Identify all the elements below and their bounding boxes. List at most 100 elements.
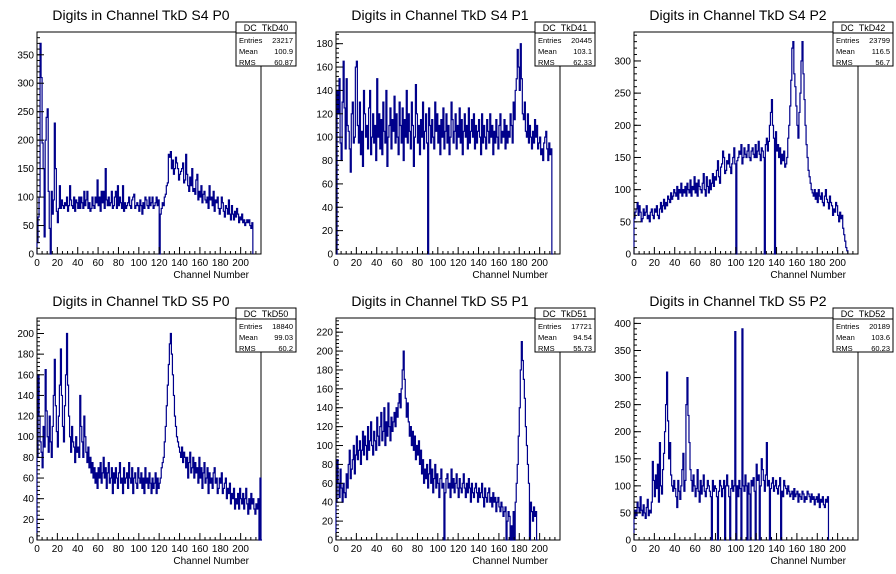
x-tick-label: 0 bbox=[34, 544, 40, 555]
stats-label: Mean bbox=[538, 47, 557, 56]
x-tick-label: 140 bbox=[768, 258, 785, 269]
stats-label: Mean bbox=[239, 333, 258, 342]
stats-label: RMS bbox=[538, 58, 555, 67]
stats-value: 62.33 bbox=[573, 58, 592, 67]
histogram-panel: Digits in Channel TkD S5 P2 0 20 40 60 80 100 1… bbox=[614, 293, 894, 567]
y-tick-label: 80 bbox=[322, 460, 334, 471]
x-tick-label: 60 bbox=[392, 258, 404, 269]
stats-name: DC_TkD41 bbox=[543, 23, 588, 33]
x-tick-label: 60 bbox=[690, 544, 702, 555]
stats-label: RMS bbox=[239, 344, 256, 353]
y-tick-label: 250 bbox=[17, 107, 34, 118]
y-tick-label: 20 bbox=[322, 517, 334, 528]
x-tick-label: 20 bbox=[351, 258, 363, 269]
x-tick-label: 140 bbox=[470, 258, 487, 269]
x-tick-label: 180 bbox=[511, 544, 528, 555]
stats-value: 20189 bbox=[869, 322, 890, 331]
stats-label: Mean bbox=[538, 333, 557, 342]
y-tick-label: 50 bbox=[23, 221, 35, 232]
x-tick-label: 160 bbox=[491, 544, 508, 555]
x-tick-label: 120 bbox=[151, 258, 168, 269]
plot-frame bbox=[36, 317, 262, 541]
y-tick-label: 120 bbox=[17, 412, 34, 423]
x-tick-label: 40 bbox=[371, 258, 383, 269]
stats-value: 20445 bbox=[571, 36, 592, 45]
x-tick-label: 120 bbox=[151, 544, 168, 555]
y-tick-label: 0 bbox=[327, 250, 333, 261]
histogram-series bbox=[335, 341, 538, 541]
x-tick-label: 160 bbox=[192, 544, 209, 555]
stats-box-frame bbox=[832, 21, 894, 67]
y-tick-label: 100 bbox=[17, 432, 34, 443]
x-tick-label: 180 bbox=[809, 544, 826, 555]
x-tick-label: 0 bbox=[631, 258, 637, 269]
x-axis-label: Channel Number bbox=[472, 270, 548, 281]
y-tick-label: 100 bbox=[17, 193, 34, 204]
x-tick-label: 180 bbox=[511, 258, 528, 269]
stats-value: 99.03 bbox=[274, 333, 293, 342]
x-tick-label: 200 bbox=[232, 544, 249, 555]
plot-frame bbox=[633, 31, 859, 255]
y-tick-label: 140 bbox=[316, 86, 333, 97]
x-tick-label: 40 bbox=[669, 544, 681, 555]
stats-name: DC_TkD40 bbox=[244, 23, 289, 33]
x-tick-label: 120 bbox=[748, 258, 765, 269]
y-tick-label: 150 bbox=[614, 153, 631, 164]
stats-box: DC_TkD50 Entries 18840 Mean 99.03 RMS 60.2 bbox=[235, 307, 297, 353]
x-axis-label: Channel Number bbox=[770, 556, 846, 567]
x-tick-label: 140 bbox=[768, 544, 785, 555]
x-tick-label: 20 bbox=[52, 544, 64, 555]
x-axis-label: Channel Number bbox=[173, 270, 249, 281]
stats-name: DC_TkD50 bbox=[244, 309, 289, 319]
x-tick-label: 20 bbox=[52, 258, 64, 269]
y-tick-label: 100 bbox=[316, 441, 333, 452]
stats-label: Entries bbox=[836, 322, 860, 331]
y-tick-label: 100 bbox=[614, 481, 631, 492]
stats-value: 60.2 bbox=[278, 344, 293, 353]
x-tick-label: 20 bbox=[649, 544, 661, 555]
stats-box-frame bbox=[235, 307, 297, 353]
x-tick-label: 140 bbox=[470, 544, 487, 555]
chart-title: Digits in Channel TkD S4 P2 bbox=[649, 7, 826, 23]
x-tick-label: 160 bbox=[789, 544, 806, 555]
plot-frame bbox=[36, 31, 262, 255]
y-tick-label: 150 bbox=[614, 454, 631, 465]
x-tick-label: 40 bbox=[371, 544, 383, 555]
x-tick-label: 100 bbox=[130, 544, 147, 555]
stats-label: Mean bbox=[239, 47, 258, 56]
y-tick-label: 140 bbox=[17, 391, 34, 402]
histogram-panel: Digits in Channel TkD S4 P0 0 20 40 60 80 100 1… bbox=[17, 7, 297, 281]
stats-box-frame bbox=[832, 307, 894, 353]
stats-value: 103.6 bbox=[871, 333, 890, 342]
x-axis-label: Channel Number bbox=[173, 556, 249, 567]
stats-label: Entries bbox=[239, 322, 263, 331]
stats-label: Entries bbox=[538, 322, 562, 331]
x-tick-label: 200 bbox=[531, 258, 548, 269]
histogram-series bbox=[633, 328, 830, 541]
stats-label: Entries bbox=[836, 36, 860, 45]
y-tick-label: 220 bbox=[316, 328, 333, 339]
y-tick-label: 200 bbox=[614, 121, 631, 132]
y-tick-label: 60 bbox=[322, 179, 334, 190]
y-tick-label: 0 bbox=[625, 536, 631, 547]
x-tick-label: 100 bbox=[727, 544, 744, 555]
stats-value: 23799 bbox=[869, 36, 890, 45]
y-tick-label: 120 bbox=[316, 109, 333, 120]
stats-box: DC_TkD42 Entries 23799 Mean 116.5 RMS 56.7 bbox=[832, 21, 894, 67]
stats-label: RMS bbox=[239, 58, 256, 67]
x-tick-label: 120 bbox=[748, 544, 765, 555]
y-tick-label: 50 bbox=[620, 508, 632, 519]
y-tick-label: 120 bbox=[316, 422, 333, 433]
x-tick-label: 160 bbox=[789, 258, 806, 269]
y-tick-label: 150 bbox=[17, 164, 34, 175]
x-tick-label: 80 bbox=[710, 258, 722, 269]
x-axis-label: Channel Number bbox=[770, 270, 846, 281]
stats-name: DC_TkD51 bbox=[543, 309, 588, 319]
chart-title: Digits in Channel TkD S5 P0 bbox=[52, 293, 229, 309]
x-tick-label: 100 bbox=[429, 258, 446, 269]
y-tick-label: 60 bbox=[23, 474, 35, 485]
stats-box: DC_TkD41 Entries 20445 Mean 103.1 RMS 62.33 bbox=[534, 21, 596, 67]
x-tick-label: 80 bbox=[710, 544, 722, 555]
x-tick-label: 80 bbox=[412, 544, 424, 555]
histogram-series bbox=[336, 43, 553, 255]
